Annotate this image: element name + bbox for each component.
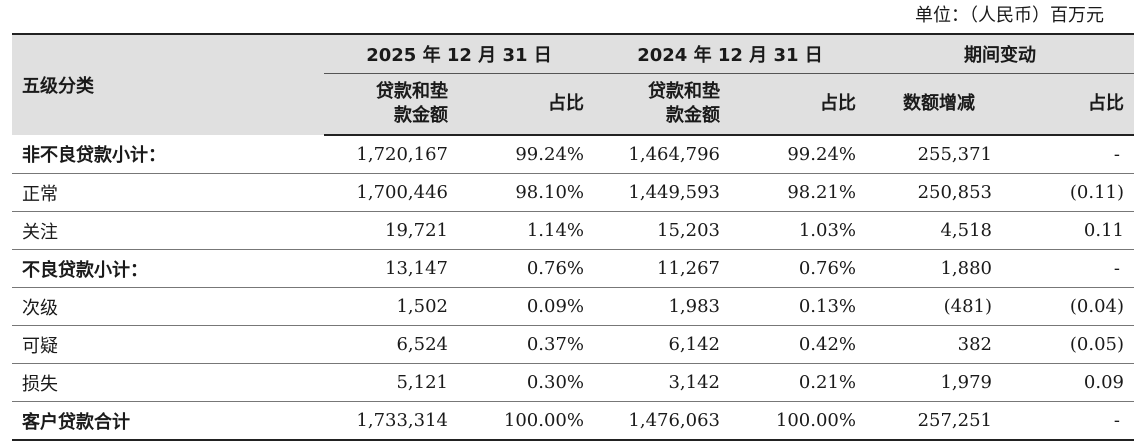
- header-amount-line1: 贷款和垫: [376, 81, 448, 102]
- cell-change-amount: 257,251: [866, 401, 1002, 441]
- cell-change-ratio: -: [1002, 401, 1134, 441]
- cell-ratio-2024: 0.21%: [730, 363, 866, 402]
- cell-amount-2025: 19,721: [324, 211, 458, 250]
- cell-change-ratio: 0.09: [1002, 363, 1134, 402]
- cell-amount-2025: 1,733,314: [324, 401, 458, 441]
- cell-change-amount: 1,979: [866, 363, 1002, 402]
- cell-category: 客户贷款合计: [12, 401, 324, 441]
- cell-change-ratio: (0.05): [1002, 325, 1134, 364]
- cell-category: 正常: [12, 173, 324, 212]
- cell-category: 损失: [12, 363, 324, 402]
- table-row: 次级 1,502 0.09% 1,983 0.13% (481) (0.04): [12, 287, 1134, 326]
- cell-category: 次级: [12, 287, 324, 326]
- header-group-2024: 2024 年 12 月 31 日: [594, 34, 866, 74]
- cell-ratio-2025: 0.37%: [458, 325, 594, 364]
- cell-ratio-2024: 0.42%: [730, 325, 866, 364]
- cell-amount-2025: 1,700,446: [324, 173, 458, 212]
- cell-ratio-2025: 0.09%: [458, 287, 594, 326]
- cell-ratio-2025: 0.76%: [458, 249, 594, 288]
- cell-amount-2025: 13,147: [324, 249, 458, 288]
- header-group-change: 期间变动: [866, 34, 1134, 74]
- header-category: 五级分类: [12, 34, 324, 135]
- unit-label: 单位：（人民币）百万元: [915, 5, 1104, 26]
- cell-category: 非不良贷款小计：: [12, 135, 324, 174]
- table-row: 可疑 6,524 0.37% 6,142 0.42% 382 (0.05): [12, 325, 1134, 364]
- header-amount-line2: 款金额: [394, 105, 448, 126]
- cell-ratio-2024: 1.03%: [730, 211, 866, 250]
- cell-ratio-2025: 99.24%: [458, 135, 594, 174]
- header-group-2025: 2025 年 12 月 31 日: [324, 34, 594, 74]
- cell-ratio-2024: 100.00%: [730, 401, 866, 441]
- cell-change-amount: 250,853: [866, 173, 1002, 212]
- cell-amount-2025: 1,720,167: [324, 135, 458, 174]
- cell-ratio-2025: 98.10%: [458, 173, 594, 212]
- cell-ratio-2024: 98.21%: [730, 173, 866, 212]
- header-ratio-2024: 占比: [730, 73, 866, 136]
- cell-amount-2025: 6,524: [324, 325, 458, 364]
- cell-change-ratio: -: [1002, 135, 1134, 174]
- cell-change-amount: 1,880: [866, 249, 1002, 288]
- table-row: 损失 5,121 0.30% 3,142 0.21% 1,979 0.09: [12, 363, 1134, 402]
- cell-amount-2024: 1,983: [594, 287, 730, 326]
- cell-change-amount: (481): [866, 287, 1002, 326]
- cell-category: 不良贷款小计：: [12, 249, 324, 288]
- cell-amount-2025: 5,121: [324, 363, 458, 402]
- header-amount-line2: 款金额: [666, 105, 720, 126]
- header-amount-2024: 贷款和垫 款金额: [594, 73, 730, 136]
- cell-amount-2024: 1,449,593: [594, 173, 730, 212]
- cell-category: 关注: [12, 211, 324, 250]
- cell-ratio-2024: 99.24%: [730, 135, 866, 174]
- cell-amount-2024: 1,476,063: [594, 401, 730, 441]
- cell-ratio-2025: 100.00%: [458, 401, 594, 441]
- cell-amount-2024: 15,203: [594, 211, 730, 250]
- table-body: 非不良贷款小计： 1,720,167 99.24% 1,464,796 99.24% 25…: [12, 135, 1134, 441]
- cell-change-ratio: 0.11: [1002, 211, 1134, 250]
- cell-ratio-2024: 0.13%: [730, 287, 866, 326]
- cell-amount-2024: 11,267: [594, 249, 730, 288]
- cell-ratio-2025: 0.30%: [458, 363, 594, 402]
- header-amount-2025: 贷款和垫 款金额: [324, 73, 458, 136]
- header-amount-line1: 贷款和垫: [648, 81, 720, 102]
- cell-amount-2024: 6,142: [594, 325, 730, 364]
- cell-change-amount: 4,518: [866, 211, 1002, 250]
- table-row-subtotal: 不良贷款小计： 13,147 0.76% 11,267 0.76% 1,880-: [12, 249, 1134, 288]
- cell-amount-2024: 3,142: [594, 363, 730, 402]
- cell-change-ratio: (0.04): [1002, 287, 1134, 326]
- cell-ratio-2024: 0.76%: [730, 249, 866, 288]
- header-change-ratio: 占比: [1002, 73, 1134, 136]
- table-row-subtotal: 非不良贷款小计： 1,720,167 99.24% 1,464,796 99.24% 25…: [12, 135, 1134, 174]
- header-change-amount: 数额增减: [866, 73, 1002, 136]
- cell-change-ratio: -: [1002, 249, 1134, 288]
- cell-amount-2024: 1,464,796: [594, 135, 730, 174]
- table-header: 五级分类 2025 年 12 月 31 日 2024 年 12 月 31 日 期…: [12, 34, 1134, 136]
- cell-ratio-2025: 1.14%: [458, 211, 594, 250]
- table-row: 关注 19,721 1.14% 15,203 1.03% 4,518 0.11: [12, 211, 1134, 250]
- cell-change-amount: 255,371: [866, 135, 1002, 174]
- cell-category: 可疑: [12, 325, 324, 364]
- cell-amount-2025: 1,502: [324, 287, 458, 326]
- loan-classification-table: 五级分类 2025 年 12 月 31 日 2024 年 12 月 31 日 期…: [12, 33, 1134, 441]
- table-row-subtotal: 客户贷款合计 1,733,314 100.00% 1,476,063 100.00% 25…: [12, 401, 1134, 441]
- header-ratio-2025: 占比: [458, 73, 594, 136]
- cell-change-ratio: (0.11): [1002, 173, 1134, 212]
- table-row: 正常 1,700,446 98.10% 1,449,593 98.21% 250,853(…: [12, 173, 1134, 212]
- cell-change-amount: 382: [866, 325, 1002, 364]
